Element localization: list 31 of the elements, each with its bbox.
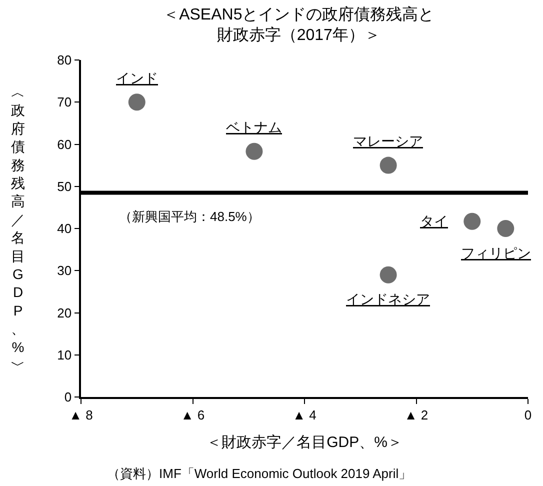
y-tick-label: 70 <box>57 94 72 110</box>
x-tick-label: ▲ 2 <box>404 407 428 422</box>
text: ︿政府債務残高／名目GDP、%﹀ <box>11 84 25 373</box>
x-tick-label: 0 <box>524 407 532 422</box>
annotation: フィリピン <box>461 245 531 261</box>
point <box>380 266 397 284</box>
point <box>464 212 481 230</box>
text: （資料）IMF「World Economic Outlook 2019 April」 <box>107 466 412 481</box>
y-tick-label: 60 <box>57 136 72 152</box>
annotation: インドネシア <box>346 291 430 307</box>
ref-line-label: （新興国平均：48.5%） <box>119 209 260 224</box>
y-tick-label: 40 <box>57 221 72 236</box>
y-tick-label: 0 <box>64 390 72 405</box>
x-tick-label: ▲ 8 <box>69 407 93 422</box>
y-tick-label: 30 <box>57 263 72 278</box>
annotation: インド <box>116 70 158 86</box>
y-tick-label: 10 <box>57 347 72 362</box>
annotation: タイ <box>420 213 448 229</box>
y-tick-label: 20 <box>57 305 72 320</box>
y-tick-label: 50 <box>57 178 72 194</box>
point <box>497 220 514 237</box>
point <box>380 156 397 174</box>
point <box>246 142 263 160</box>
chart-title: ＜ASEAN5とインドの政府債務残高と財政赤字（2017年）＞ <box>163 5 434 44</box>
x-tick-label: ▲ 6 <box>180 407 205 422</box>
x-axis-title: ＜財政赤字／名目GDP、%＞ <box>206 434 402 451</box>
annotation: マレーシア <box>353 133 423 149</box>
y-tick-label: 80 <box>57 52 72 68</box>
point <box>128 94 146 111</box>
annotation: ベトナム <box>226 119 282 135</box>
x-tick-label: ▲ 4 <box>292 407 316 422</box>
